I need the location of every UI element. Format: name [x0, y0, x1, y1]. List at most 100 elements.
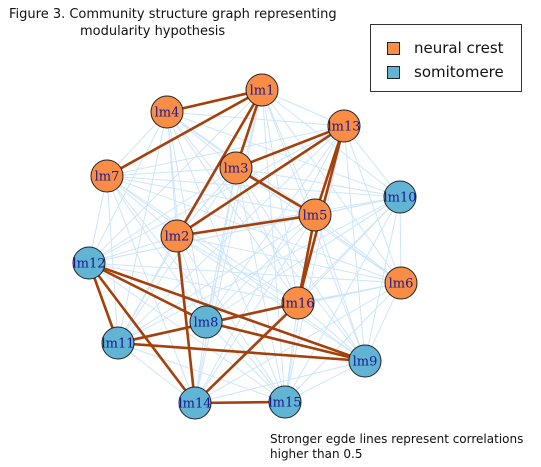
node-label: lm14 — [178, 397, 211, 412]
node-circle — [150, 95, 184, 129]
node-label: lm2 — [165, 230, 190, 245]
strong-edge-lm13-lm2 — [176, 124, 345, 238]
node-circle — [101, 326, 135, 360]
weak-edge — [117, 167, 237, 344]
caption-line-1: Figure 3. Community structure graph repr… — [9, 7, 337, 22]
node-lm4: lm4 — [150, 95, 184, 129]
weak-edge — [205, 214, 316, 323]
weak-edge — [166, 111, 345, 127]
weak-edge — [106, 175, 299, 304]
node-circle — [245, 73, 279, 107]
node-label: lm11 — [101, 337, 134, 352]
weak-edge — [106, 175, 119, 344]
strong-edge-lm1-lm2 — [175, 89, 264, 237]
weak-edge — [88, 262, 402, 284]
weak-edge — [284, 302, 299, 403]
node-label: lm3 — [224, 162, 249, 177]
strong-edge-lm13-lm3 — [235, 124, 345, 170]
legend-swatch-somitomere — [387, 65, 400, 79]
node-lm16: lm16 — [281, 286, 315, 320]
node-lm15: lm15 — [268, 385, 302, 419]
node-lm8: lm8 — [189, 305, 223, 339]
weak-edge — [88, 262, 299, 304]
weak-edge — [205, 89, 263, 323]
weak-edge — [343, 125, 366, 362]
node-label: lm6 — [389, 277, 414, 292]
node-lm9: lm9 — [348, 344, 382, 378]
weak-edge — [176, 235, 402, 284]
caption-line-2: modularity hypothesis — [80, 24, 226, 39]
legend-item-neural-crest: neural crest — [387, 39, 504, 57]
node-label: lm13 — [327, 120, 360, 135]
weak-edge — [205, 196, 401, 323]
node-circle — [189, 305, 223, 339]
weak-edge — [235, 167, 286, 403]
node-lm6: lm6 — [384, 266, 418, 300]
node-label: lm5 — [303, 209, 328, 224]
node-label: lm8 — [194, 316, 219, 331]
legend-swatch-neural-crest — [387, 41, 400, 55]
node-lm5: lm5 — [298, 198, 332, 232]
weak-edge — [194, 282, 402, 404]
weak-edge — [106, 175, 286, 403]
node-circle — [327, 109, 361, 143]
strong-edge-lm12-lm14 — [87, 262, 197, 404]
node-circle — [72, 246, 106, 280]
weak-edge — [235, 167, 366, 362]
weak-edge — [194, 360, 366, 404]
weak-edge — [314, 214, 402, 284]
node-lm13: lm13 — [327, 109, 361, 143]
nodes: lm1 lm4 lm13 lm3 lm7 lm10 lm5 lm2 lm12 lm6 lm16 lm8… — [72, 73, 418, 420]
weak-edge — [117, 235, 178, 344]
node-label: lm4 — [155, 106, 180, 121]
weak-edge — [314, 214, 366, 362]
legend-label-neural-crest: neural crest — [414, 39, 504, 57]
strong-edge-lm14-lm16 — [194, 302, 299, 404]
node-lm7: lm7 — [90, 159, 124, 193]
weak-edge — [117, 342, 286, 403]
weak-edge — [194, 214, 316, 404]
footnote: Stronger egde lines represent correlatio… — [270, 432, 523, 462]
strong-edge-lm12-lm9 — [88, 261, 366, 363]
weak-edge — [261, 89, 299, 304]
weak-edge — [284, 196, 401, 403]
strong-edge-lm2-lm14 — [175, 235, 197, 404]
weak-edge — [261, 89, 316, 216]
node-lm3: lm3 — [219, 151, 253, 185]
weak-edge — [117, 214, 316, 344]
weak-edge — [261, 89, 401, 198]
weak-edge — [176, 235, 366, 362]
weak-edge — [166, 111, 207, 323]
footnote-line-1: Stronger egde lines represent correlatio… — [270, 432, 524, 446]
node-circle — [281, 286, 315, 320]
node-circle — [178, 386, 212, 420]
weak-edge — [88, 214, 316, 264]
weak-edge — [176, 235, 299, 304]
weak-edge — [205, 321, 286, 403]
weak-edge — [88, 111, 168, 264]
weak-edge — [235, 167, 401, 198]
node-lm14: lm14 — [178, 386, 212, 420]
node-circle — [384, 266, 418, 300]
weak-edge — [166, 111, 299, 304]
node-circle — [268, 385, 302, 419]
weak-edge — [343, 125, 402, 284]
legend: neural crest somitomere — [370, 24, 522, 92]
legend-label-somitomere: somitomere — [414, 63, 504, 81]
node-lm11: lm11 — [101, 326, 135, 360]
footnote-line-2: higher than 0.5 — [270, 447, 363, 461]
node-label: lm7 — [95, 170, 120, 185]
node-label: lm16 — [281, 297, 314, 312]
legend-item-somitomere: somitomere — [387, 63, 504, 81]
strong-edge-lm12-lm8 — [88, 261, 207, 324]
node-label: lm12 — [72, 257, 105, 272]
node-circle — [348, 344, 382, 378]
strong-edge-lm11-lm9 — [117, 341, 366, 363]
weak-edge — [106, 175, 402, 284]
node-circle — [90, 159, 124, 193]
weak-edge — [194, 167, 237, 404]
node-label: lm1 — [250, 84, 275, 99]
strong-edge-lm1-lm7 — [106, 88, 263, 178]
node-lm12: lm12 — [72, 246, 106, 280]
